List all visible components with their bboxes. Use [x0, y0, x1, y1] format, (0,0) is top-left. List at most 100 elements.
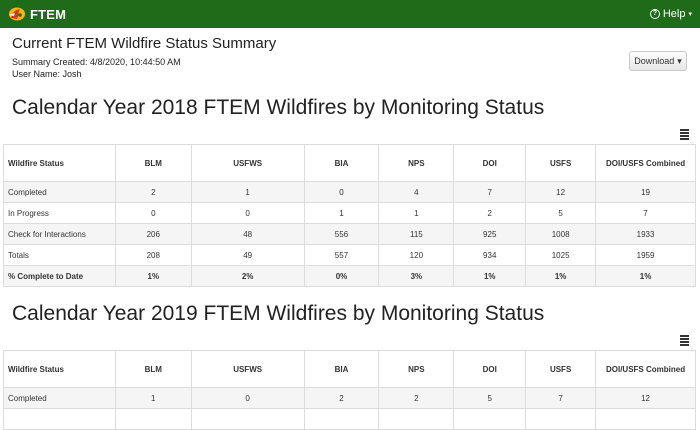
table-cell [453, 408, 527, 430]
table-cell: 206 [114, 223, 192, 245]
column-header: BLM [114, 144, 192, 182]
table-cell: % Complete to Date [3, 265, 116, 287]
table-row: % Complete to Date 1% 2% 0% 3% 1% 1% 1% [3, 265, 696, 287]
table-cell: 12 [525, 181, 597, 203]
caret-down-icon: ▾ [677, 55, 682, 66]
table-cell: 0 [114, 202, 192, 224]
table-cell: 120 [378, 244, 455, 266]
hamburger-menu-icon[interactable] [680, 335, 689, 347]
table-row: Check for Interactions 206 48 556 115 92… [3, 223, 696, 245]
table-cell: 48 [190, 223, 305, 245]
column-header: USFS [525, 144, 597, 182]
table-cell: 5 [453, 387, 527, 409]
table-row: Completed 2 1 0 4 7 12 19 [3, 181, 696, 203]
table-cell: 7 [525, 387, 597, 409]
table-cell: 1 [190, 181, 305, 203]
table-cell: 2 [114, 181, 192, 203]
caret-down-icon: ▾ [688, 11, 692, 18]
table-cell: 1 [378, 202, 455, 224]
section-title-2018: Calendar Year 2018 FTEM Wildfires by Mon… [12, 96, 545, 119]
table-cell: 49 [190, 244, 305, 266]
table-cell: 208 [114, 244, 192, 266]
column-header: BIA [303, 144, 380, 182]
table-cell: Check for Interactions [3, 223, 116, 245]
help-label: Help [662, 8, 686, 20]
table-cell: 0 [190, 202, 305, 224]
table-cell [525, 408, 597, 430]
help-menu[interactable]: ? Help ▾ [649, 8, 692, 20]
table-cell [114, 408, 192, 430]
table-cell: 1 [303, 202, 380, 224]
status-table-2019: Wildfire Status BLM USFWS BIA NPS DOI US… [3, 350, 696, 430]
ftem-logo-icon [9, 7, 25, 21]
summary-created: Summary Created: 4/8/2020, 10:44:50 AM [12, 57, 181, 67]
table-cell: 1% [525, 265, 597, 287]
column-header: DOI/USFS Combined [595, 350, 696, 388]
table-cell: Totals [3, 244, 116, 266]
column-header: BIA [303, 350, 380, 388]
table-cell: 2% [190, 265, 305, 287]
table-cell: 1% [453, 265, 527, 287]
table-cell: 1 [114, 387, 192, 409]
table-cell: 2 [453, 202, 527, 224]
table-cell: 1025 [525, 244, 597, 266]
table-cell: 2 [303, 387, 380, 409]
table-cell: 115 [378, 223, 455, 245]
column-header: USFS [525, 350, 597, 388]
hamburger-menu-icon[interactable] [680, 129, 689, 141]
table-cell: Completed [3, 181, 116, 203]
top-navbar: FTEM ? Help ▾ [0, 0, 700, 28]
table-cell: 12 [595, 387, 696, 409]
table-cell: 5 [525, 202, 597, 224]
column-header: DOI [453, 144, 527, 182]
table-cell: 1933 [595, 223, 696, 245]
table-cell: 0% [303, 265, 380, 287]
table-row: In Progress 0 0 1 1 2 5 7 [3, 202, 696, 224]
section-title-2019: Calendar Year 2019 FTEM Wildfires by Mon… [12, 302, 545, 325]
table-cell [190, 408, 305, 430]
table-cell: 2 [378, 387, 455, 409]
column-header: Wildfire Status [3, 144, 116, 182]
table-cell: Completed [3, 387, 116, 409]
status-table-2018: Wildfire Status BLM USFWS BIA NPS DOI US… [3, 144, 696, 287]
page-title: Current FTEM Wildfire Status Summary [12, 35, 277, 52]
table-cell: 925 [453, 223, 527, 245]
column-header: USFWS [190, 350, 305, 388]
column-header: Wildfire Status [3, 350, 116, 388]
table-cell: 0 [190, 387, 305, 409]
column-header: USFWS [190, 144, 305, 182]
table-header-row: Wildfire Status BLM USFWS BIA NPS DOI US… [3, 144, 696, 182]
table-cell: 0 [303, 181, 380, 203]
column-header: BLM [114, 350, 192, 388]
table-cell: 1959 [595, 244, 696, 266]
column-header: DOI [453, 350, 527, 388]
brand-name: FTEM [30, 6, 67, 22]
download-button[interactable]: Download ▾ [629, 51, 687, 71]
table-row: Completed 1 0 2 2 5 7 12 [3, 387, 696, 409]
download-label: Download [634, 56, 675, 66]
table-cell: 1% [595, 265, 696, 287]
table-cell: In Progress [3, 202, 116, 224]
table-cell: 19 [595, 181, 696, 203]
column-header: DOI/USFS Combined [595, 144, 696, 182]
user-name: User Name: Josh [12, 69, 82, 79]
table-row: Totals 208 49 557 120 934 1025 1959 [3, 244, 696, 266]
table-cell: 1008 [525, 223, 597, 245]
table-row [3, 408, 696, 430]
column-header: NPS [378, 350, 455, 388]
table-cell [378, 408, 455, 430]
table-cell: 934 [453, 244, 527, 266]
column-header: NPS [378, 144, 455, 182]
table-cell: 7 [453, 181, 527, 203]
table-cell [303, 408, 380, 430]
table-cell [595, 408, 696, 430]
table-cell: 3% [378, 265, 455, 287]
table-cell [3, 408, 116, 430]
table-cell: 4 [378, 181, 455, 203]
table-cell: 7 [595, 202, 696, 224]
table-cell: 557 [303, 244, 380, 266]
table-cell: 1% [114, 265, 192, 287]
question-circle-icon: ? [649, 9, 660, 19]
table-cell: 556 [303, 223, 380, 245]
brand[interactable]: FTEM [6, 6, 66, 22]
